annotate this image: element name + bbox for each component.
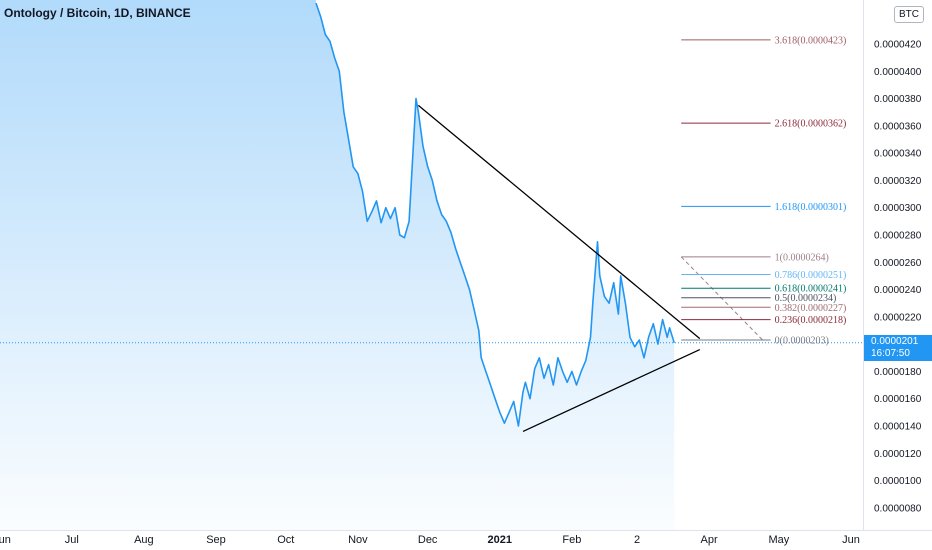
fib-level-label-1.618: 1.618(0.0000301): [775, 202, 847, 213]
y-tick-label: 0.0000240: [874, 285, 922, 296]
x-tick-label: Jul: [65, 534, 79, 546]
x-tick-label: Jun: [842, 534, 860, 546]
current-price-tag: 0.0000201 16:07:50: [864, 334, 932, 361]
chart-title: Ontology / Bitcoin, 1D, BINANCE: [4, 6, 191, 20]
series-line-0[interactable]: [315, 2, 675, 427]
current-price-value: 0.0000201: [871, 335, 919, 347]
fib-level-label-0.5: 0.5(0.0000234): [775, 293, 837, 304]
bar-countdown: 16:07:50: [871, 347, 910, 359]
x-tick-label: Feb: [562, 534, 581, 546]
x-tick-label: Sep: [206, 534, 226, 546]
fib-anchor-line[interactable]: [680, 256, 763, 341]
x-tick-label: 2: [634, 534, 640, 546]
y-tick-label: 0.0000080: [874, 503, 922, 514]
y-tick-label: 0.0000260: [874, 258, 922, 269]
x-tick-label: Jun: [0, 534, 11, 546]
y-tick-label: 0.0000300: [874, 203, 922, 214]
fib-level-label-0: 0(0.0000203): [775, 336, 829, 347]
time-axis[interactable]: Jun Jul Aug Sep Oct Nov Dec 2021 Feb 2 Apr May Jun: [0, 534, 860, 546]
price-axis[interactable]: 0.0000420 0.0000400 0.0000380 0.0000360 0.00…: [874, 40, 922, 515]
x-tick-label: Dec: [418, 534, 438, 546]
fib-level-label-0.382: 0.382(0.0000227): [775, 303, 847, 314]
y-tick-label: 0.0000280: [874, 230, 922, 241]
x-tick-label: Apr: [701, 534, 718, 546]
x-tick-label: May: [769, 534, 790, 546]
fib-level-label-0.618: 0.618(0.0000241): [775, 284, 847, 295]
y-tick-label: 0.0000100: [874, 476, 922, 487]
y-tick-label: 0.0000340: [874, 149, 922, 160]
x-tick-label: Oct: [277, 534, 294, 546]
x-tick-label: Aug: [134, 534, 154, 546]
series-area-0: [0, 0, 675, 530]
fib-level-label-2.618: 2.618(0.0000362): [775, 119, 847, 130]
currency-badge[interactable]: BTC: [894, 6, 924, 23]
plot-area[interactable]: 3.618(0.0000423) 2.618(0.0000362) 1.618(0.…: [0, 0, 863, 530]
fib-level-label-0.236: 0.236(0.0000218): [775, 315, 847, 326]
trendline-1[interactable]: [522, 348, 701, 433]
x-tick-label: Nov: [348, 534, 368, 546]
y-tick-label: 0.0000360: [874, 121, 922, 132]
y-tick-label: 0.0000400: [874, 67, 922, 78]
x-tick-label: 2021: [488, 534, 512, 546]
fib-level-label-3.618: 3.618(0.0000423): [775, 35, 847, 46]
y-tick-label: 0.0000160: [874, 394, 922, 405]
y-tick-label: 0.0000180: [874, 367, 922, 378]
y-tick-label: 0.0000320: [874, 176, 922, 187]
y-tick-label: 0.0000420: [874, 40, 922, 51]
y-tick-label: 0.0000220: [874, 312, 922, 323]
fib-level-label-0.786: 0.786(0.0000251): [775, 270, 847, 281]
y-tick-label: 0.0000140: [874, 421, 922, 432]
trendline-0[interactable]: [417, 104, 701, 340]
y-tick-label: 0.0000120: [874, 449, 922, 460]
fib-level-label-1: 1(0.0000264): [775, 252, 829, 263]
y-tick-label: 0.0000380: [874, 94, 922, 105]
